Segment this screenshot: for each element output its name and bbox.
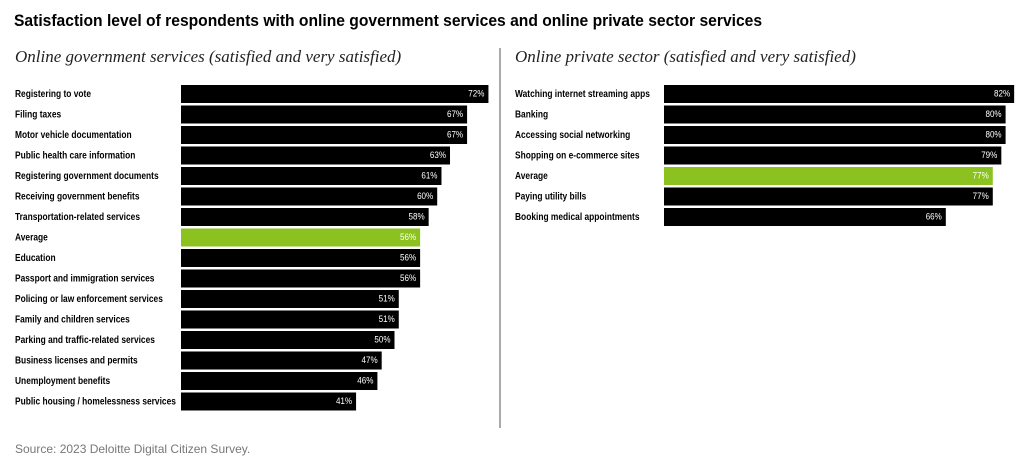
bar [664,146,1002,165]
value-label: 47% [362,354,378,365]
category-label: Banking [515,108,548,120]
bar [181,331,395,349]
value-label: 51% [379,293,395,304]
value-label: 41% [336,395,352,406]
value-label: 56% [400,231,416,242]
chart-title: Satisfaction level of respondents with o… [14,11,762,30]
category-label: Education [15,252,56,264]
category-label: Public health care information [15,149,135,161]
value-label: 77% [973,190,989,201]
bar [181,372,378,390]
category-label: Unemployment benefits [15,375,110,387]
value-label: 56% [400,252,416,263]
bar [181,146,451,165]
category-label: Family and children services [15,313,130,325]
value-label: 67% [447,108,463,119]
bar [181,187,438,206]
value-label: 66% [926,211,942,222]
bar [181,228,421,247]
category-label: Policing or law enforcement services [15,293,163,305]
bar [181,249,421,267]
category-label: Registering to vote [15,88,91,100]
bar [664,208,946,226]
value-label: 63% [430,149,446,160]
value-label: 80% [985,108,1001,119]
bar [181,269,421,288]
value-label: 50% [374,334,390,345]
bar [664,167,993,185]
category-label: Business licenses and permits [15,354,138,366]
category-label: Average [515,170,548,182]
bar [181,126,468,144]
panel-subtitle: Online private sector (satisfied and ver… [515,47,856,66]
bar [181,167,442,185]
value-label: 79% [981,149,997,160]
value-label: 56% [400,272,416,283]
value-label: 61% [421,170,437,181]
bar [181,392,357,411]
value-label: 51% [379,313,395,324]
bar [181,208,429,226]
category-label: Paying utility bills [515,190,586,202]
source: Source: 2023 Deloitte Digital Citizen Su… [15,442,250,456]
bar [664,126,1006,144]
category-label: Booking medical appointments [515,211,640,223]
category-label: Transportation-related services [15,211,140,223]
value-label: 46% [357,375,373,386]
panel-subtitle: Online government services (satisfied an… [15,47,402,66]
bar [181,290,399,308]
value-label: 58% [409,211,425,222]
category-label: Accessing social networking [515,129,630,141]
category-label: Registering government documents [15,170,159,182]
category-label: Shopping on e-commerce sites [515,149,640,161]
category-label: Motor vehicle documentation [15,129,132,141]
value-label: 82% [994,88,1010,99]
value-label: 72% [468,88,484,99]
value-label: 80% [985,129,1001,140]
value-label: 60% [417,190,433,201]
category-label: Public housing / homelessness services [15,395,176,407]
bar [664,187,993,206]
category-label: Passport and immigration services [15,272,154,284]
category-label: Receiving government benefits [15,190,140,202]
bar [664,105,1006,124]
value-label: 77% [973,170,989,181]
value-label: 67% [447,129,463,140]
bar [181,351,382,370]
category-label: Parking and traffic-related services [15,334,155,346]
bar [181,85,489,103]
bar [181,105,468,124]
bar [664,85,1015,103]
bar [181,310,399,329]
category-label: Watching internet streaming apps [515,88,650,100]
category-label: Average [15,231,48,243]
category-label: Filing taxes [15,108,61,120]
